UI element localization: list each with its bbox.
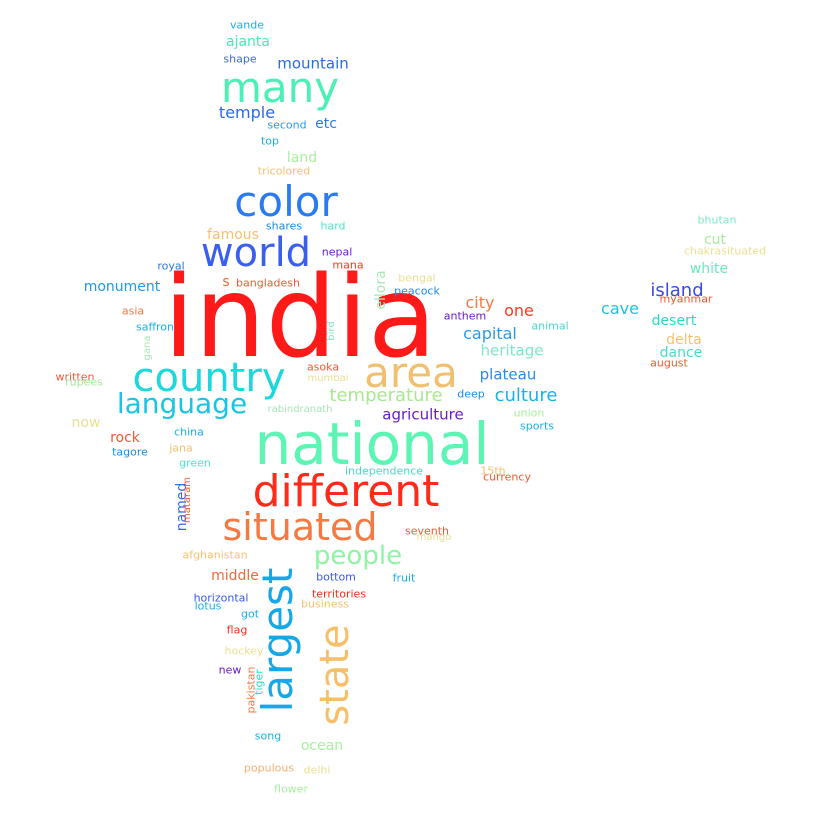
cloud-word-country: country: [132, 355, 286, 401]
cloud-word-business: business: [301, 597, 349, 611]
cloud-word-currency: currency: [483, 470, 531, 484]
cloud-word-middle: middle: [211, 568, 259, 584]
cloud-word-anthem: anthem: [443, 309, 487, 323]
cloud-word-famous: famous: [207, 227, 259, 243]
cloud-word-land: land: [286, 150, 318, 166]
cloud-word-temple: temple: [218, 103, 276, 122]
cloud-word-union: union: [513, 406, 545, 420]
cloud-word-chakrasituated: chakrasituated: [683, 244, 767, 258]
cloud-word-people: people: [313, 541, 403, 571]
cloud-word-s: s: [222, 274, 230, 290]
cloud-word-agriculture: agriculture: [382, 405, 464, 424]
cloud-word-shares: shares: [265, 219, 303, 233]
cloud-word-delhi: delhi: [303, 763, 331, 777]
cloud-word-myanmar: myanmar: [659, 292, 713, 306]
cloud-word-shape: shape: [223, 52, 257, 66]
cloud-word-different: different: [252, 466, 440, 517]
cloud-word-song: song: [254, 729, 282, 743]
cloud-word-now: now: [71, 415, 101, 431]
cloud-word-national: national: [254, 410, 490, 478]
cloud-word-plateau: plateau: [479, 365, 537, 384]
cloud-word-seventh: seventh: [404, 524, 450, 538]
cloud-word-bangladesh: bangladesh: [236, 276, 300, 290]
cloud-word-animal: animal: [531, 319, 569, 333]
cloud-word-one: one: [504, 301, 534, 320]
cloud-word-mana: mana: [332, 258, 364, 272]
cloud-word-city: city: [465, 293, 495, 312]
cloud-word-peacock: peacock: [394, 284, 440, 298]
cloud-word-many: many: [220, 63, 340, 112]
cloud-word-india: india: [163, 253, 437, 383]
cloud-word-rupees: rupees: [65, 375, 103, 389]
cloud-word-bengal: bengal: [398, 271, 436, 285]
cloud-word-ellora: ellora: [373, 270, 389, 310]
cloud-word-dance: dance: [659, 345, 703, 361]
cloud-word-world: world: [200, 230, 312, 276]
cloud-word-cut: cut: [703, 232, 727, 248]
cloud-word-rabindranath: rabindranath: [267, 404, 333, 415]
cloud-word-color: color: [234, 177, 338, 226]
cloud-word-bird: bird: [326, 321, 337, 341]
cloud-word-flag: flag: [226, 623, 248, 637]
cloud-word-cave: cave: [601, 299, 639, 318]
cloud-word-ocean: ocean: [300, 738, 344, 754]
cloud-word-nepal: nepal: [321, 245, 353, 259]
cloud-word-got: got: [240, 607, 260, 621]
cloud-word-populous: populous: [243, 761, 295, 775]
cloud-word-heritage: heritage: [480, 341, 544, 360]
cloud-word-monument: monument: [83, 279, 161, 295]
cloud-word-horizontal: horizontal: [193, 591, 249, 605]
cloud-word-culture: culture: [494, 385, 558, 406]
cloud-word-new: new: [218, 663, 242, 677]
cloud-word-bhutan: bhutan: [697, 213, 737, 227]
cloud-word-china: china: [174, 425, 204, 439]
cloud-word-independence: independence: [344, 464, 424, 478]
cloud-word-tagore: tagore: [112, 445, 148, 459]
cloud-word-tricolored: tricolored: [257, 164, 311, 178]
cloud-word-island: island: [650, 280, 704, 301]
cloud-word-15th: 15th: [480, 464, 506, 478]
cloud-word-ajanta: ajanta: [226, 34, 270, 50]
cloud-word-delta: delta: [666, 332, 702, 348]
cloud-word-august: august: [650, 356, 688, 370]
cloud-word-territories: territories: [311, 587, 367, 601]
cloud-word-royal: royal: [157, 259, 185, 273]
cloud-word-state: state: [312, 624, 358, 726]
cloud-word-bottom: bottom: [316, 570, 356, 584]
cloud-word-flower: flower: [274, 782, 308, 796]
cloud-word-area: area: [364, 348, 458, 397]
cloud-word-mango: mango: [416, 532, 452, 543]
cloud-word-top: top: [260, 134, 280, 148]
cloud-word-asia: asia: [121, 304, 145, 318]
cloud-word-asoka: asoka: [306, 360, 340, 374]
cloud-word-rock: rock: [110, 430, 140, 446]
cloud-word-green: green: [179, 456, 211, 470]
cloud-word-hockey: hockey: [224, 644, 264, 658]
cloud-word-situated: situated: [222, 505, 378, 549]
cloud-word-mataram: mataram: [182, 477, 193, 523]
cloud-word-deep: deep: [457, 387, 485, 401]
cloud-word-saffron: saffron: [135, 320, 175, 334]
cloud-word-capital: capital: [463, 324, 517, 343]
cloud-word-written: written: [55, 370, 95, 384]
cloud-word-second: second: [267, 118, 307, 132]
cloud-word-jana: jana: [169, 441, 193, 455]
cloud-word-gana: gana: [142, 335, 153, 361]
cloud-word-pakistan: pakistan: [244, 666, 258, 714]
cloud-word-temperature: temperature: [329, 385, 443, 406]
cloud-word-white: white: [689, 261, 729, 277]
cloud-word-desert: desert: [651, 313, 697, 329]
cloud-word-sports: sports: [519, 419, 555, 433]
cloud-word-language: language: [116, 387, 248, 420]
cloud-word-fruit: fruit: [392, 571, 416, 585]
cloud-word-afghanistan: afghanistan: [182, 548, 248, 562]
cloud-word-hard: hard: [320, 219, 346, 233]
cloud-word-lotus: lotus: [194, 599, 222, 613]
cloud-word-vande: vande: [230, 18, 264, 32]
cloud-word-etc: etc: [315, 116, 337, 132]
cloud-word-mountain: mountain: [277, 54, 349, 73]
cloud-word-mumbai: mumbai: [307, 373, 349, 384]
